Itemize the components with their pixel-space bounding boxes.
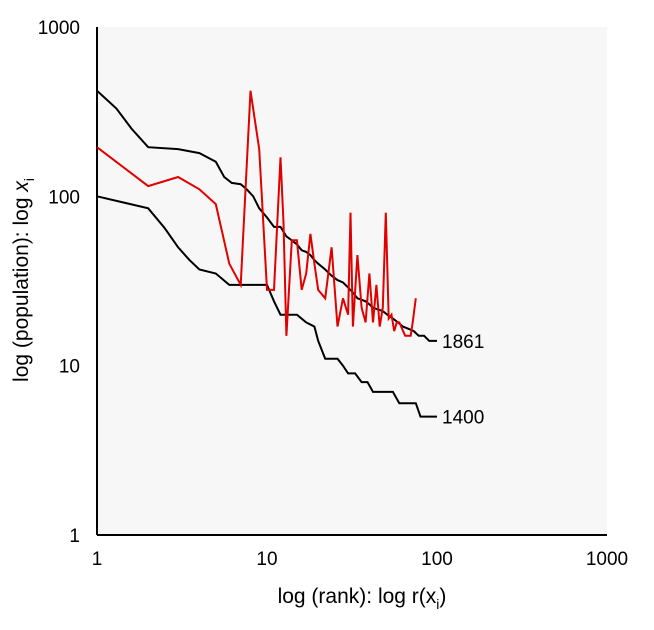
series-label-1400: 1400 xyxy=(442,408,484,429)
series-line-red xyxy=(96,90,417,337)
x-tick-label-1000: 1000 xyxy=(586,549,628,570)
series-line-1400 xyxy=(96,195,437,418)
x-tick-label-1: 1 xyxy=(92,549,103,570)
y-axis-title-main: log (population): log xyxy=(10,192,33,382)
x-axis-title: log (rank): log r(xi) xyxy=(278,585,447,612)
series-label-layer: 1861 1400 xyxy=(442,332,484,429)
series-label-1861: 1861 xyxy=(442,332,484,353)
y-axis-title-var: x xyxy=(10,180,33,193)
series-layer xyxy=(96,90,437,418)
x-tick-label-100: 100 xyxy=(421,549,453,570)
x-axis-title-subscript: i xyxy=(436,596,439,612)
y-tick-label-1: 1 xyxy=(69,526,80,547)
tick-layer: 1 10 100 1000 1 10 100 1000 xyxy=(38,18,628,570)
y-axis-title-subscript: i xyxy=(21,178,37,181)
y-tick-label-100: 100 xyxy=(48,187,80,208)
x-axis-title-main: log (rank): log r(x xyxy=(278,585,437,608)
y-tick-label-10: 10 xyxy=(59,357,80,378)
series-line-1861 xyxy=(96,90,437,342)
x-tick-label-10: 10 xyxy=(256,549,277,570)
y-tick-label-1000: 1000 xyxy=(38,18,80,39)
y-axis-title: log (population): log xi xyxy=(10,178,37,382)
x-axis-title-close: ) xyxy=(439,585,446,608)
